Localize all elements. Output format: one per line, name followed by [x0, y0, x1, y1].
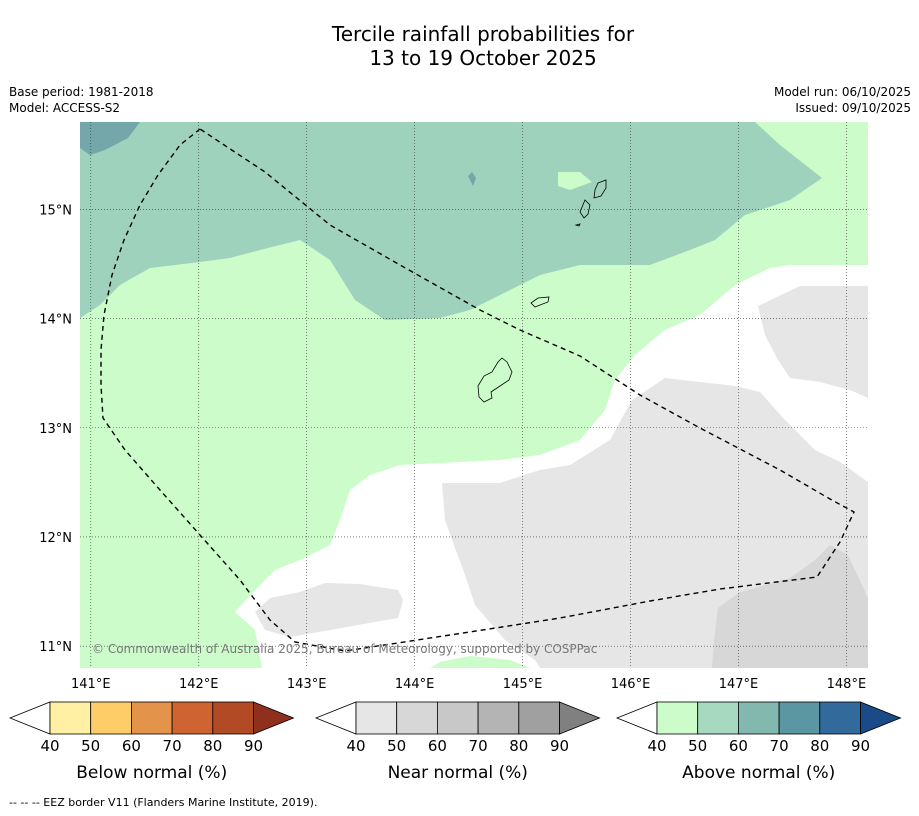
region-above-50-patch	[430, 656, 530, 668]
lat-tick-label: 13°N	[39, 422, 72, 437]
legend-tick: 70	[469, 737, 488, 755]
title-line-2: 13 to 19 October 2025	[369, 46, 597, 70]
lon-tick-label: 142°E	[179, 677, 219, 692]
legend-tick: 60	[122, 737, 141, 755]
legend-segment	[396, 701, 438, 735]
legend-segment	[49, 701, 92, 735]
lon-tick-label: 145°E	[503, 677, 543, 692]
island-saipan	[593, 179, 607, 199]
region-above-50-island	[558, 172, 592, 190]
legend-label: Near normal (%)	[388, 763, 528, 783]
legend-tick: 90	[244, 737, 263, 755]
lat-tick-label: 11°N	[39, 640, 72, 655]
region-above-60	[80, 122, 822, 320]
legend-arrow-left	[8, 701, 51, 735]
eez-footnote: -- -- -- EEZ border V11 (Flanders Marine…	[9, 796, 318, 809]
region-near-40-northeast	[758, 286, 868, 398]
legend-segment	[697, 701, 739, 735]
legend-label: Below normal (%)	[76, 763, 227, 783]
legend-segment	[436, 701, 479, 735]
base-period: Base period: 1981-2018	[9, 85, 154, 99]
legends: 40 50 60 70 80 90 Below normal (%) 40 50 60 70 80 90…	[8, 701, 902, 783]
region-near-40-southwest	[255, 583, 403, 637]
copyright-text: © Commonwealth of Australia 2025, Bureau…	[92, 642, 597, 656]
gridlines	[80, 122, 868, 668]
legend-segment	[518, 701, 560, 735]
map-panel: © Commonwealth of Australia 2025, Bureau…	[80, 122, 868, 668]
region-near-50-southeast	[712, 545, 868, 668]
island-tinian	[579, 199, 591, 219]
region-above-70	[80, 122, 140, 155]
legend-tick: 70	[770, 737, 789, 755]
legend-arrow-right	[860, 701, 902, 735]
legend-tick: 50	[387, 737, 406, 755]
legend-tick: 70	[163, 737, 182, 755]
legend-2: 40 50 60 70 80 90 Above normal (%)	[615, 701, 902, 783]
lon-tick-label: 144°E	[395, 677, 435, 692]
chart-title: Tercile rainfall probabilities for 13 to…	[0, 22, 919, 70]
legend-segment	[477, 701, 520, 735]
model-name: Model: ACCESS-S2	[9, 101, 121, 115]
latitude-labels: 15°N 14°N 13°N 12°N 11°N	[39, 203, 72, 655]
legend-label: Above normal (%)	[682, 763, 835, 783]
island-aguijan	[574, 223, 581, 227]
legend-arrow-right	[253, 701, 295, 735]
legend-tick: 50	[81, 737, 100, 755]
lon-tick-label: 148°E	[827, 677, 867, 692]
model-run: Model run: 06/10/2025	[773, 85, 911, 99]
legend-1: 40 50 60 70 80 90 Near normal (%)	[314, 701, 601, 783]
legend-0: 40 50 60 70 80 90 Below normal (%)	[8, 701, 295, 783]
legend-tick: 80	[810, 737, 829, 755]
legend-tick: 40	[40, 737, 59, 755]
legend-tick: 80	[509, 737, 528, 755]
lon-tick-label: 143°E	[287, 677, 327, 692]
legend-segment	[171, 701, 214, 735]
legend-segment	[656, 701, 699, 735]
island-rota	[530, 296, 550, 308]
legend-arrow-right	[559, 701, 601, 735]
meta-left: Base period: 1981-2018 Model: ACCESS-S2	[9, 84, 154, 116]
legend-tick: 40	[647, 737, 666, 755]
legend-segment	[819, 701, 861, 735]
meta-right: Model run: 06/10/2025 Issued: 09/10/2025	[774, 84, 911, 116]
legend-arrow-left	[314, 701, 357, 735]
legend-tick: 60	[729, 737, 748, 755]
legend-segment	[355, 701, 398, 735]
island-guam	[477, 357, 513, 403]
lon-tick-label: 146°E	[611, 677, 651, 692]
legend-segment	[212, 701, 254, 735]
region-above-50	[80, 122, 868, 668]
legend-tick: 50	[688, 737, 707, 755]
lat-tick-label: 15°N	[39, 203, 72, 218]
legend-tick: 60	[428, 737, 447, 755]
issued-date: Issued: 09/10/2025	[795, 101, 911, 115]
legend-tick: 40	[346, 737, 365, 755]
lat-tick-label: 14°N	[39, 313, 72, 328]
legend-tick: 90	[851, 737, 870, 755]
eez-border	[100, 128, 855, 652]
legend-tick: 90	[550, 737, 569, 755]
lat-tick-label: 12°N	[39, 531, 72, 546]
legend-segment	[130, 701, 173, 735]
title-line-1: Tercile rainfall probabilities for	[331, 22, 635, 46]
legend-segment	[738, 701, 780, 735]
legend-segment	[778, 701, 821, 735]
lon-tick-label: 147°E	[719, 677, 759, 692]
legend-segment	[90, 701, 132, 735]
lon-tick-label: 141°E	[71, 677, 111, 692]
region-above-70-dot	[468, 172, 476, 186]
legend-arrow-left	[615, 701, 658, 735]
legend-tick: 80	[203, 737, 222, 755]
longitude-labels: 141°E 142°E 143°E 144°E 145°E 146°E 147°E 148°E	[71, 677, 866, 692]
